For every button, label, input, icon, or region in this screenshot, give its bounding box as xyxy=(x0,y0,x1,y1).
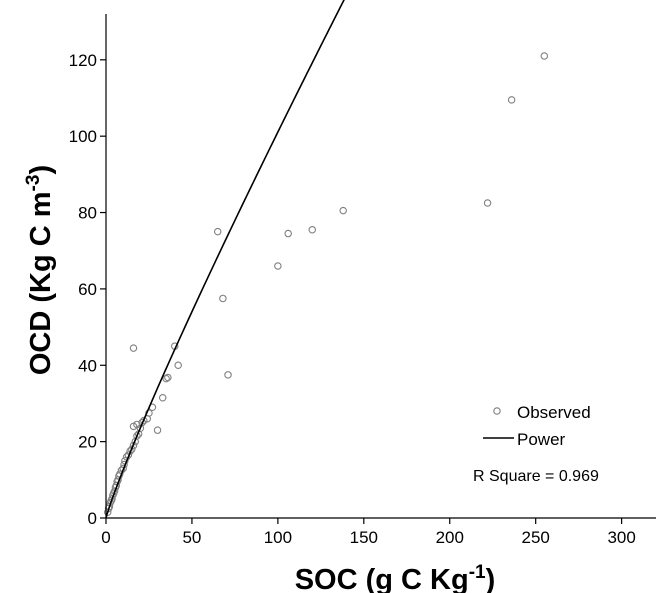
observed-point xyxy=(153,426,162,434)
y-axis-title: OCD (Kg C m-3) xyxy=(23,165,57,375)
y-tick-label: 40 xyxy=(78,356,97,375)
observed-point xyxy=(174,361,182,370)
observed-point xyxy=(507,96,516,104)
observed-point xyxy=(219,294,227,303)
axis-ticks: 0 50 100 150 200 250 300 0 20 40 60 80 100 120 xyxy=(69,51,636,547)
x-tick-label: 300 xyxy=(607,528,635,547)
y-tick-label: 20 xyxy=(78,433,97,452)
observed-point xyxy=(129,441,138,450)
plot-area: 0 50 100 150 200 250 300 0 20 40 60 80 100 120 xyxy=(69,0,656,547)
y-tick-label: 80 xyxy=(78,204,97,223)
r-square-annotation: R Square = 0.969 xyxy=(473,468,599,485)
legend-power-label: Power xyxy=(517,430,566,449)
x-tick-label: 100 xyxy=(264,528,292,547)
x-tick-label: 200 xyxy=(436,528,464,547)
y-tick-label: 0 xyxy=(88,509,97,528)
y-tick-label: 100 xyxy=(69,127,97,146)
y-tick-label: 120 xyxy=(69,51,97,70)
observed-point xyxy=(145,409,153,417)
power-fit-line xyxy=(105,0,345,519)
observed-point xyxy=(540,52,549,60)
legend-observed-label: Observed xyxy=(517,403,591,422)
observed-point xyxy=(284,229,292,238)
x-tick-label: 150 xyxy=(350,528,378,547)
observed-point xyxy=(224,371,232,379)
observed-point xyxy=(483,199,492,207)
legend: Observed Power R Square = 0.969 xyxy=(473,403,599,485)
x-tick-label: 50 xyxy=(182,528,201,547)
y-tick-label: 60 xyxy=(78,280,97,299)
legend-observed-marker xyxy=(493,407,501,415)
observed-point xyxy=(164,373,172,382)
observed-point xyxy=(129,422,138,431)
observed-points xyxy=(103,52,549,517)
observed-point xyxy=(274,262,282,270)
observed-point xyxy=(129,344,138,352)
observed-point xyxy=(213,227,222,236)
observed-point xyxy=(128,445,136,454)
observed-point xyxy=(158,393,167,402)
observed-point xyxy=(339,206,347,215)
x-tick-label: 250 xyxy=(522,528,550,547)
observed-point xyxy=(162,374,170,383)
observed-point xyxy=(133,432,141,440)
x-tick-label: 0 xyxy=(101,528,110,547)
observed-point xyxy=(308,225,316,234)
x-axis-title: SOC (g C Kg-1) xyxy=(295,562,496,593)
